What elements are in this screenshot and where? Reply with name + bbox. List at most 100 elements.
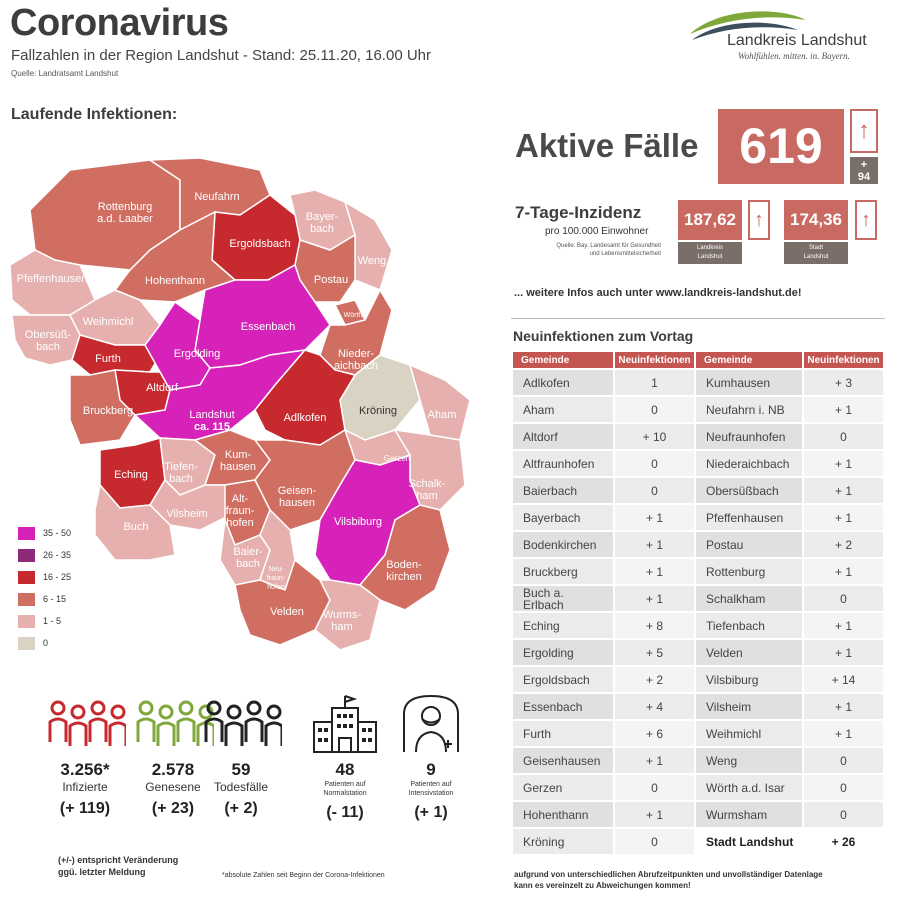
new-infections-cell: + 1 [804, 478, 883, 503]
stat-block: 48 Patienten auf Normalstation (- 11) [300, 690, 390, 822]
absolute-note: *absolute Zahlen seit Beginn der Corona-… [222, 872, 385, 879]
table-row: Bruckberg + 1 Rottenburg + 1 [513, 559, 883, 584]
active-cases-value: 619 [718, 109, 844, 184]
svg-text:Buch: Buch [123, 521, 148, 533]
icu-patient-icon [386, 690, 476, 754]
svg-text:Altdorf: Altdorf [146, 382, 179, 394]
municipality-cell: Weng [695, 748, 803, 773]
table-row: Baierbach 0 Obersüßbach + 1 [513, 478, 883, 503]
stat-change: (+ 2) [224, 800, 258, 817]
svg-text:Vilsheim: Vilsheim [166, 508, 207, 520]
column-header: Neuinfektionen [615, 352, 694, 368]
municipality-cell: Hohenthann [513, 802, 614, 827]
table-row: Ergolding + 5 Velden + 1 [513, 640, 883, 665]
svg-text:Furth: Furth [95, 353, 121, 365]
new-infections-cell: 0 [615, 775, 694, 800]
municipality-cell: Geisenhausen [513, 748, 614, 773]
region-aham [408, 363, 470, 441]
svg-text:a.d. Laaber: a.d. Laaber [97, 213, 153, 225]
table-row: Hohenthann + 1 Wurmsham 0 [513, 802, 883, 827]
new-infections-cell: + 3 [804, 370, 883, 395]
stat-value: 48 [335, 760, 355, 779]
table-row: Ergoldsbach + 2 Vilsbiburg + 14 [513, 667, 883, 692]
municipality-cell: Obersüßbach [695, 478, 803, 503]
table-row: Eching + 8 Tiefenbach + 1 [513, 613, 883, 638]
municipality-cell: Bodenkirchen [513, 532, 614, 557]
svg-text:bach: bach [169, 473, 193, 485]
legend-item: 26 - 35 [18, 544, 71, 566]
new-infections-cell: + 2 [615, 667, 694, 692]
new-infections-cell: + 5 [615, 640, 694, 665]
municipality-cell: Wurmsham [695, 802, 803, 827]
change-note: (+/-) entspricht Veränderung ggü. letzter… [58, 855, 179, 877]
svg-text:Obersüß-: Obersüß- [25, 329, 72, 341]
svg-text:Weng: Weng [358, 255, 387, 267]
svg-text:Essenbach: Essenbach [241, 321, 295, 333]
arrow-up-icon: ↑ [748, 200, 770, 240]
stat-value: 3.256* [60, 760, 110, 779]
svg-text:Boden-: Boden- [386, 559, 422, 571]
municipality-cell: Postau [695, 532, 803, 557]
stat-label: Patienten auf [324, 781, 366, 788]
stat-block: 2.578 Genesene (+ 23) [128, 690, 218, 818]
svg-text:fraun-: fraun- [226, 505, 255, 517]
new-infections-cell: + 1 [615, 802, 694, 827]
new-infections-cell: 0 [615, 397, 694, 422]
stat-label: Normalstation [323, 790, 367, 797]
stat-value: 2.578 [151, 760, 195, 779]
column-header: Gemeinde [695, 352, 803, 368]
incidence-source: Quelle: Bay. Landesamt für Gesundheit und… [556, 243, 661, 257]
new-infections-cell: + 26 [804, 829, 883, 854]
stat-change: (- 11) [326, 804, 364, 821]
svg-text:hausen: hausen [220, 461, 256, 473]
svg-text:Kum-: Kum- [225, 449, 252, 461]
svg-text:Postau: Postau [314, 274, 348, 286]
legend-item: 35 - 50 [18, 522, 71, 544]
map-labels: Rottenburg a.d. Laaber Neufahrn Bayer- b… [17, 191, 457, 633]
municipality-cell: Eching [513, 613, 614, 638]
svg-text:Gerzen: Gerzen [384, 454, 410, 463]
svg-text:hausen: hausen [279, 497, 315, 509]
table-row: Altfraunhofen 0 Niederaichbach + 1 [513, 451, 883, 476]
municipality-cell: Kröning [513, 829, 614, 854]
table-row: Kröning 0 Stadt Landshut + 26 [513, 829, 883, 854]
svg-text:Vilsbiburg: Vilsbiburg [334, 516, 382, 528]
column-header: Neuinfektionen [804, 352, 883, 368]
municipality-cell: Furth [513, 721, 614, 746]
new-infections-cell: 0 [804, 802, 883, 827]
municipality-cell: Bayerbach [513, 505, 614, 530]
municipality-cell: Aham [513, 397, 614, 422]
new-infections-heading: Neuinfektionen zum Vortag [513, 328, 694, 344]
new-infections-cell: 1 [615, 370, 694, 395]
new-infections-cell: 0 [804, 748, 883, 773]
svg-text:Hohenthann: Hohenthann [145, 275, 205, 287]
municipality-cell: Neufahrn i. NB [695, 397, 803, 422]
municipality-cell: Bruckberg [513, 559, 614, 584]
active-cases-label: Aktive Fälle [515, 127, 699, 164]
municipality-cell: Ergolding [513, 640, 614, 665]
hospital-icon [300, 690, 390, 754]
new-infections-cell: + 1 [615, 748, 694, 773]
stat-label: Patienten auf [410, 781, 452, 788]
municipality-cell: Vilsheim [695, 694, 803, 719]
table-row: Aham 0 Neufahrn i. NB + 1 [513, 397, 883, 422]
table-row: Adlkofen 1 Kumhausen + 3 [513, 370, 883, 395]
svg-text:Ergolding: Ergolding [174, 348, 220, 360]
svg-text:Neu-: Neu- [268, 566, 284, 573]
stat-change: (+ 23) [151, 800, 195, 817]
more-info-link[interactable]: ... weitere Infos auch unter www.landkre… [514, 287, 802, 299]
municipality-cell: Vilsbiburg [695, 667, 803, 692]
svg-text:Alt-: Alt- [232, 493, 249, 505]
svg-text:Rottenburg: Rottenburg [98, 201, 152, 213]
legend-item: 0 [18, 632, 71, 654]
svg-text:Neufahrn: Neufahrn [194, 191, 239, 203]
municipality-cell: Tiefenbach [695, 613, 803, 638]
svg-text:Weihmichl: Weihmichl [83, 316, 134, 328]
municipality-cell: Weihmichl [695, 721, 803, 746]
svg-text:Baier-: Baier- [233, 546, 263, 558]
table-row: Bayerbach + 1 Pfeffenhausen + 1 [513, 505, 883, 530]
svg-text:bach: bach [36, 341, 60, 353]
svg-text:Wörth: Wörth [344, 312, 363, 319]
svg-text:hofen: hofen [267, 584, 285, 591]
svg-text:Nieder-: Nieder- [338, 348, 374, 360]
